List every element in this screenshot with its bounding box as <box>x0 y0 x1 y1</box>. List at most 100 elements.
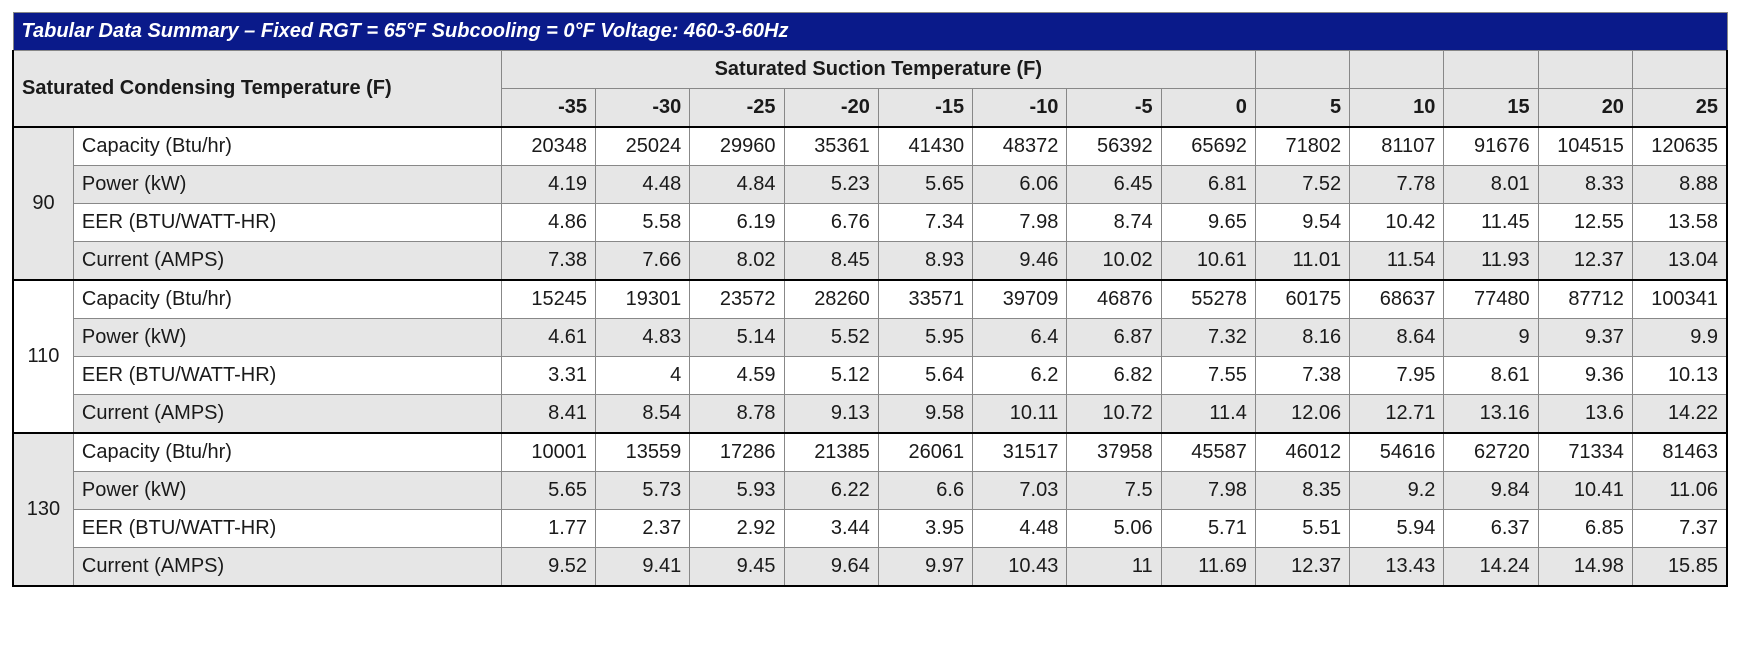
data-cell: 11.69 <box>1161 548 1255 587</box>
data-cell: 11.93 <box>1444 242 1538 281</box>
data-cell: 9.65 <box>1161 204 1255 242</box>
data-cell: 12.55 <box>1538 204 1632 242</box>
data-cell: 6.19 <box>690 204 784 242</box>
data-cell: 120635 <box>1632 127 1727 166</box>
suction-temp-header: -15 <box>878 89 972 128</box>
data-cell: 7.37 <box>1632 510 1727 548</box>
suction-temp-header: 15 <box>1444 89 1538 128</box>
suction-temp-header: 0 <box>1161 89 1255 128</box>
data-cell: 9.58 <box>878 395 972 434</box>
data-cell: 11.4 <box>1161 395 1255 434</box>
data-cell: 8.16 <box>1255 319 1349 357</box>
data-cell: 9 <box>1444 319 1538 357</box>
data-cell: 6.87 <box>1067 319 1161 357</box>
data-cell: 6.81 <box>1161 166 1255 204</box>
data-cell: 37958 <box>1067 433 1161 472</box>
data-cell: 8.35 <box>1255 472 1349 510</box>
data-cell: 7.38 <box>1255 357 1349 395</box>
data-cell: 48372 <box>973 127 1067 166</box>
data-cell: 14.24 <box>1444 548 1538 587</box>
data-cell: 10.61 <box>1161 242 1255 281</box>
metric-label: EER (BTU/WATT-HR) <box>73 357 501 395</box>
data-cell: 5.65 <box>501 472 595 510</box>
table-row: EER (BTU/WATT-HR)3.3144.595.125.646.26.8… <box>13 357 1727 395</box>
data-cell: 8.33 <box>1538 166 1632 204</box>
data-cell: 8.02 <box>690 242 784 281</box>
suction-temp-header: -5 <box>1067 89 1161 128</box>
data-cell: 7.66 <box>596 242 690 281</box>
data-cell: 6.06 <box>973 166 1067 204</box>
data-cell: 21385 <box>784 433 878 472</box>
table-row: Power (kW)4.614.835.145.525.956.46.877.3… <box>13 319 1727 357</box>
data-cell: 9.2 <box>1350 472 1444 510</box>
data-cell: 13.04 <box>1632 242 1727 281</box>
metric-label: Power (kW) <box>73 166 501 204</box>
data-cell: 46012 <box>1255 433 1349 472</box>
data-cell: 45587 <box>1161 433 1255 472</box>
table-head: Tabular Data Summary – Fixed RGT = 65°F … <box>13 13 1727 128</box>
row-group-header: Saturated Condensing Temperature (F) <box>13 51 501 128</box>
table-body: 90Capacity (Btu/hr)203482502429960353614… <box>13 127 1727 586</box>
data-cell: 5.93 <box>690 472 784 510</box>
data-cell: 1.77 <box>501 510 595 548</box>
metric-label: EER (BTU/WATT-HR) <box>73 204 501 242</box>
metric-label: Capacity (Btu/hr) <box>73 127 501 166</box>
data-cell: 28260 <box>784 280 878 319</box>
data-cell: 33571 <box>878 280 972 319</box>
data-cell: 6.37 <box>1444 510 1538 548</box>
data-cell: 77480 <box>1444 280 1538 319</box>
data-cell: 5.65 <box>878 166 972 204</box>
data-cell: 7.32 <box>1161 319 1255 357</box>
data-cell: 54616 <box>1350 433 1444 472</box>
data-cell: 13.58 <box>1632 204 1727 242</box>
data-cell: 12.71 <box>1350 395 1444 434</box>
table-row: Power (kW)5.655.735.936.226.67.037.57.98… <box>13 472 1727 510</box>
data-cell: 41430 <box>878 127 972 166</box>
data-cell: 13.6 <box>1538 395 1632 434</box>
data-cell: 8.01 <box>1444 166 1538 204</box>
data-cell: 9.13 <box>784 395 878 434</box>
data-cell: 10.13 <box>1632 357 1727 395</box>
data-cell: 10001 <box>501 433 595 472</box>
data-cell: 11.45 <box>1444 204 1538 242</box>
condensing-temp-cell: 130 <box>13 433 73 586</box>
data-cell: 7.98 <box>1161 472 1255 510</box>
data-cell: 5.73 <box>596 472 690 510</box>
data-cell: 9.46 <box>973 242 1067 281</box>
data-cell: 60175 <box>1255 280 1349 319</box>
data-cell: 65692 <box>1161 127 1255 166</box>
data-cell: 7.34 <box>878 204 972 242</box>
data-cell: 25024 <box>596 127 690 166</box>
metric-label: Current (AMPS) <box>73 242 501 281</box>
data-cell: 12.06 <box>1255 395 1349 434</box>
data-cell: 39709 <box>973 280 1067 319</box>
metric-label: Capacity (Btu/hr) <box>73 433 501 472</box>
data-cell: 7.78 <box>1350 166 1444 204</box>
data-cell: 9.84 <box>1444 472 1538 510</box>
metric-label: Power (kW) <box>73 319 501 357</box>
data-cell: 68637 <box>1350 280 1444 319</box>
data-cell: 8.45 <box>784 242 878 281</box>
data-cell: 5.94 <box>1350 510 1444 548</box>
data-summary-table: Tabular Data Summary – Fixed RGT = 65°F … <box>12 12 1728 587</box>
table-row: 110Capacity (Btu/hr)15245193012357228260… <box>13 280 1727 319</box>
table-row: Current (AMPS)7.387.668.028.458.939.4610… <box>13 242 1727 281</box>
data-cell: 26061 <box>878 433 972 472</box>
suction-temp-header: -35 <box>501 89 595 128</box>
data-cell: 7.55 <box>1161 357 1255 395</box>
col-group-header: Saturated Suction Temperature (F) <box>501 51 1255 89</box>
data-cell: 23572 <box>690 280 784 319</box>
data-cell: 7.38 <box>501 242 595 281</box>
data-cell: 13.43 <box>1350 548 1444 587</box>
data-cell: 5.14 <box>690 319 784 357</box>
table-row: EER (BTU/WATT-HR)4.865.586.196.767.347.9… <box>13 204 1727 242</box>
data-cell: 71802 <box>1255 127 1349 166</box>
data-cell: 8.41 <box>501 395 595 434</box>
data-cell: 9.37 <box>1538 319 1632 357</box>
data-cell: 8.78 <box>690 395 784 434</box>
condensing-temp-cell: 90 <box>13 127 73 280</box>
data-cell: 7.03 <box>973 472 1067 510</box>
data-cell: 55278 <box>1161 280 1255 319</box>
data-cell: 10.41 <box>1538 472 1632 510</box>
data-cell: 4.84 <box>690 166 784 204</box>
